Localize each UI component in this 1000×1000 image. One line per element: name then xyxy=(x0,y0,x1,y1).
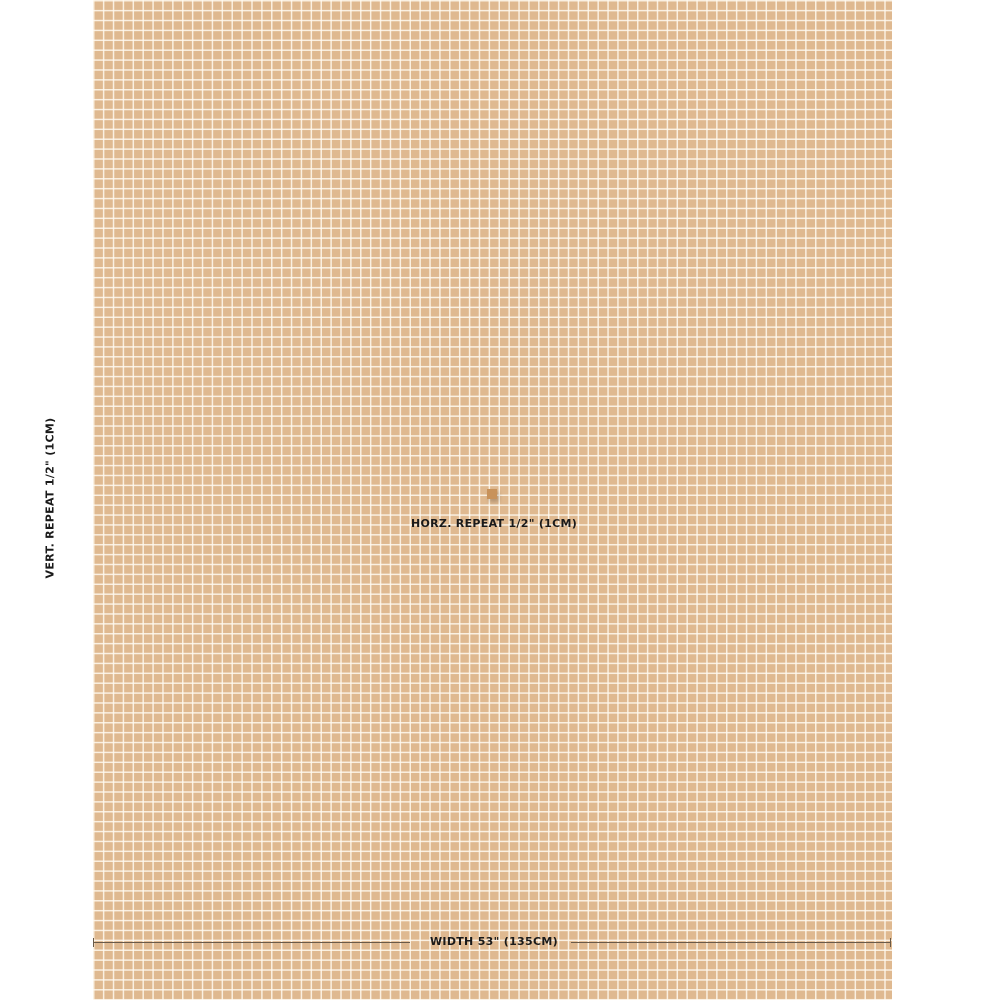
fabric-swatch-grid xyxy=(93,0,892,1000)
width-measure-tick-left xyxy=(93,938,94,947)
horizontal-repeat-label: HORZ. REPEAT 1/2" (1CM) xyxy=(411,517,578,530)
repeat-marker-chip xyxy=(487,489,497,499)
width-label: WIDTH 53" (135CM) xyxy=(430,935,558,948)
width-measure-tick-right xyxy=(890,938,891,947)
vertical-repeat-label: VERT. REPEAT 1/2" (1CM) xyxy=(43,417,57,579)
width-measure-line-left xyxy=(93,942,410,943)
width-measure-line-right xyxy=(571,942,891,943)
